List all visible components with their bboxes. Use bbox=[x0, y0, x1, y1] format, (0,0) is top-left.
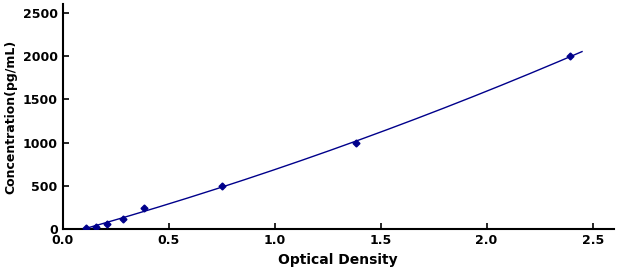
Y-axis label: Concentration(pg/mL): Concentration(pg/mL) bbox=[4, 40, 17, 194]
X-axis label: Optical Density: Optical Density bbox=[278, 253, 398, 267]
